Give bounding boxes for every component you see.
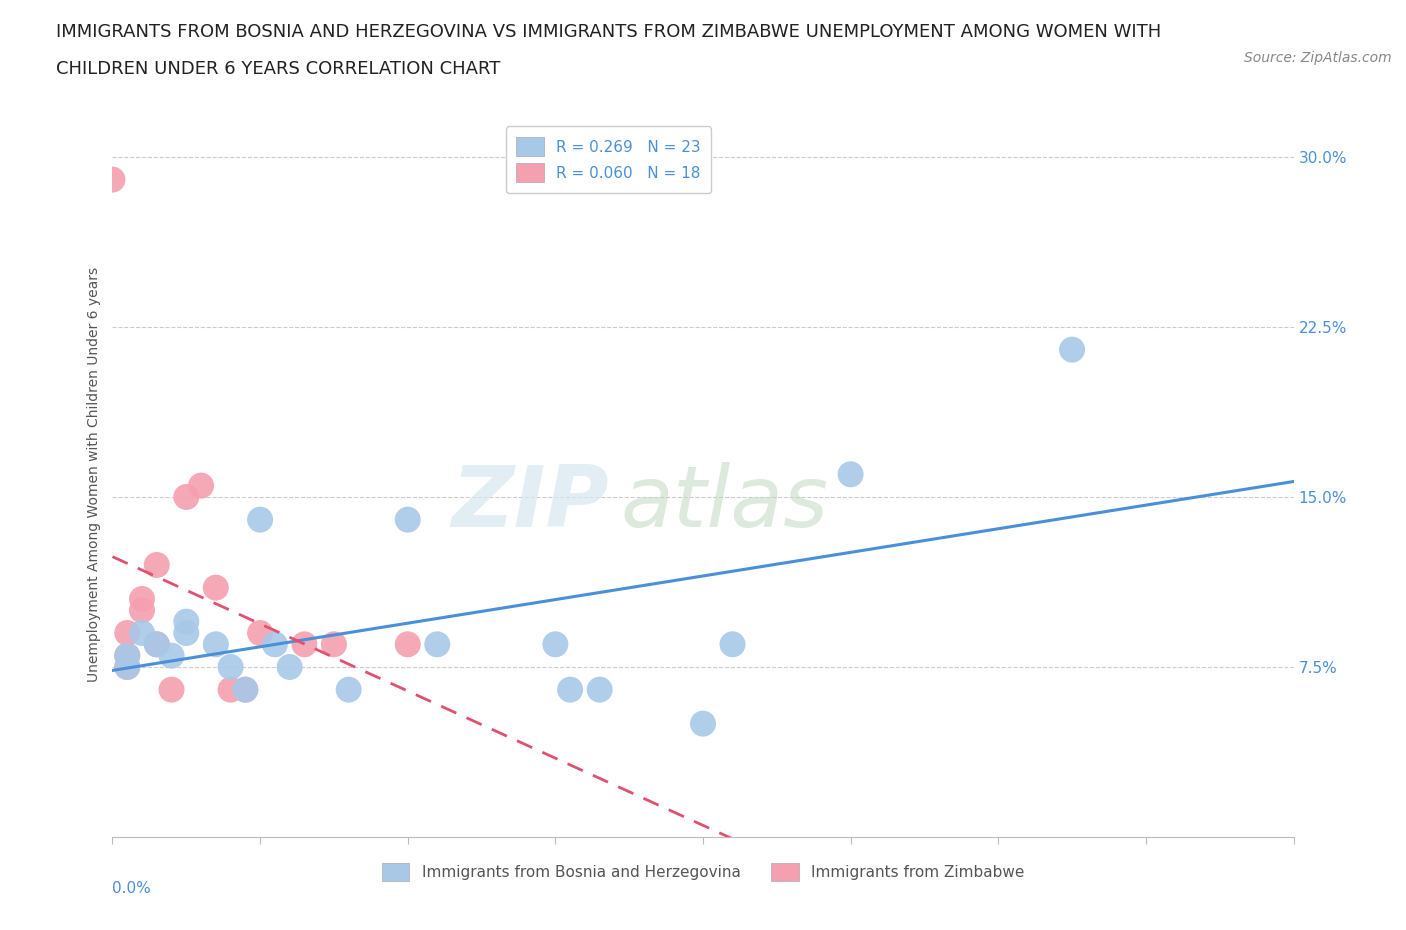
Point <box>219 683 242 698</box>
Point <box>131 591 153 606</box>
Point <box>337 683 360 698</box>
Text: Source: ZipAtlas.com: Source: ZipAtlas.com <box>1244 51 1392 65</box>
Text: 0.0%: 0.0% <box>112 881 152 896</box>
Point <box>588 683 610 698</box>
Point <box>721 637 744 652</box>
Point <box>174 614 197 629</box>
Point <box>249 512 271 527</box>
Point <box>131 626 153 641</box>
Point <box>323 637 346 652</box>
Point <box>1062 342 1084 357</box>
Point <box>426 637 449 652</box>
Point <box>174 489 197 504</box>
Point <box>131 603 153 618</box>
Point <box>101 172 124 187</box>
Point <box>205 637 228 652</box>
Point <box>839 467 862 482</box>
Point <box>205 580 228 595</box>
Point <box>264 637 287 652</box>
Point <box>396 637 419 652</box>
Point <box>117 659 138 674</box>
Point <box>560 683 582 698</box>
Point <box>146 637 169 652</box>
Point <box>219 659 242 674</box>
Point <box>174 626 197 641</box>
Point <box>146 558 169 573</box>
Point <box>160 648 183 663</box>
Point <box>396 512 419 527</box>
Point <box>117 626 138 641</box>
Text: CHILDREN UNDER 6 YEARS CORRELATION CHART: CHILDREN UNDER 6 YEARS CORRELATION CHART <box>56 60 501 78</box>
Point <box>160 683 183 698</box>
Text: IMMIGRANTS FROM BOSNIA AND HERZEGOVINA VS IMMIGRANTS FROM ZIMBABWE UNEMPLOYMENT : IMMIGRANTS FROM BOSNIA AND HERZEGOVINA V… <box>56 23 1161 41</box>
Point <box>233 683 256 698</box>
Text: atlas: atlas <box>620 462 828 545</box>
Point <box>278 659 301 674</box>
Point <box>692 716 714 731</box>
Point <box>292 637 315 652</box>
Point <box>233 683 256 698</box>
Point <box>249 626 271 641</box>
Point <box>190 478 212 493</box>
Point <box>117 648 138 663</box>
Y-axis label: Unemployment Among Women with Children Under 6 years: Unemployment Among Women with Children U… <box>87 267 101 682</box>
Point <box>117 648 138 663</box>
Point <box>146 637 169 652</box>
Point <box>117 659 138 674</box>
Text: ZIP: ZIP <box>451 462 609 545</box>
Legend: Immigrants from Bosnia and Herzegovina, Immigrants from Zimbabwe: Immigrants from Bosnia and Herzegovina, … <box>375 857 1031 887</box>
Point <box>544 637 567 652</box>
